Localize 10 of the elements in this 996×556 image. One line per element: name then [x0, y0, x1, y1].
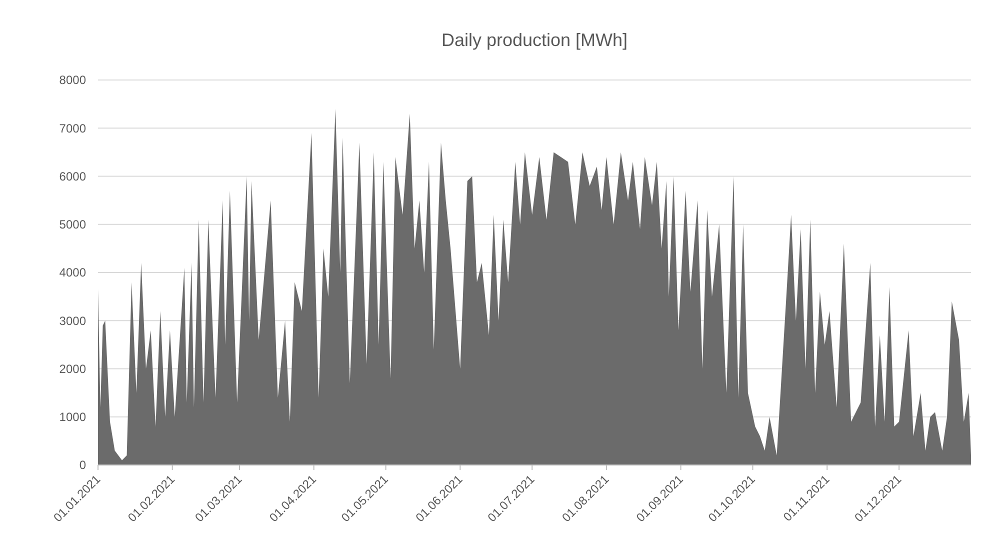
y-tick-label: 1000: [59, 410, 86, 424]
y-tick-label: 7000: [59, 121, 86, 136]
y-tick-label: 8000: [59, 73, 86, 88]
y-tick-label: 4000: [59, 266, 86, 280]
y-tick-label: 2000: [59, 362, 86, 376]
y-tick-label: 6000: [59, 169, 86, 184]
y-tick-label: 5000: [59, 218, 86, 232]
y-tick-label: 0: [79, 458, 86, 472]
chart-title: Daily production [MWh]: [441, 30, 628, 50]
y-tick-label: 3000: [59, 314, 86, 328]
